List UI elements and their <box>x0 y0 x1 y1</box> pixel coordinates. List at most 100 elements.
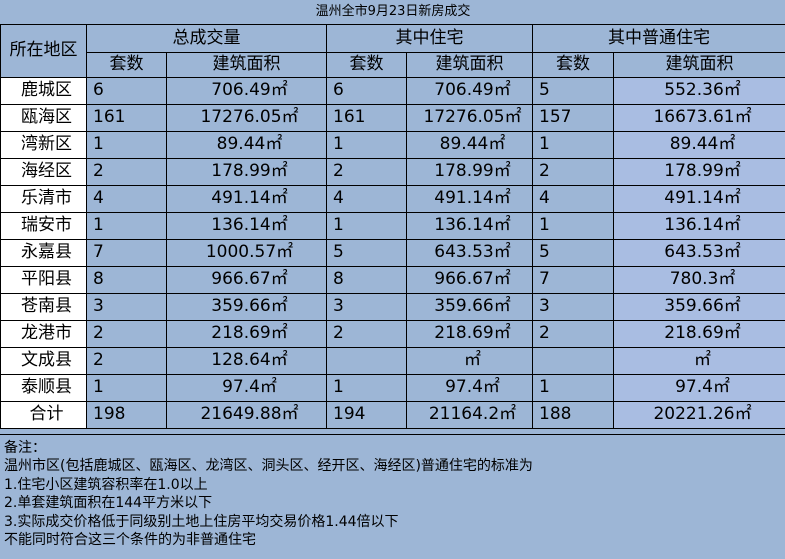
table-row: 合计 198 21649.88㎡ 194 21164.2㎡ 188 20221.26㎡ <box>0 400 785 429</box>
table-row: 瑞安市 1 136.14㎡ 1 136.14㎡ 1 136.14㎡ <box>0 211 785 240</box>
cell-ordinary-count: 7 <box>532 265 614 294</box>
table-row: 永嘉县 7 1000.57㎡ 5 643.53㎡ 5 643.53㎡ <box>0 238 785 267</box>
cell-residential-count <box>326 346 407 375</box>
cell-residential-count: 2 <box>326 157 407 186</box>
header-ordinary-residential: 其中普通住宅 <box>531 23 785 53</box>
cell-residential-count: 1 <box>326 373 407 402</box>
cell-total-count: 1 <box>86 211 167 240</box>
cell-residential-area: 706.49㎡ <box>406 76 533 105</box>
cell-total-area: 491.14㎡ <box>166 184 327 213</box>
cell-area: 乐清市 <box>0 184 87 213</box>
cell-total-count: 8 <box>86 265 167 294</box>
cell-area: 文成县 <box>0 346 87 375</box>
cell-residential-area: 966.67㎡ <box>406 265 533 294</box>
table-row: 湾新区 1 89.44㎡ 1 89.44㎡ 1 89.44㎡ <box>0 130 785 159</box>
cell-area: 龙港市 <box>0 319 87 348</box>
transactions-table: 温州全市9月23日新房成交 所在地区 总成交量 其中住宅 其中普通住宅 套数 建… <box>0 0 785 429</box>
cell-residential-area: 178.99㎡ <box>406 157 533 186</box>
cell-residential-count: 2 <box>326 319 407 348</box>
cell-residential-area: 136.14㎡ <box>406 211 533 240</box>
cell-residential-count: 8 <box>326 265 407 294</box>
cell-ordinary-count: 1 <box>532 130 614 159</box>
table-title: 温州全市9月23日新房成交 <box>0 0 785 25</box>
cell-total-area: 706.49㎡ <box>166 76 327 105</box>
table-row: 泰顺县 1 97.4㎡ 1 97.4㎡ 1 97.4㎡ <box>0 373 785 402</box>
cell-area: 鹿城区 <box>0 76 87 105</box>
cell-ordinary-area: 643.53㎡ <box>612 238 785 267</box>
header-residential: 其中住宅 <box>326 23 533 53</box>
cell-area: 瑞安市 <box>0 211 87 240</box>
cell-area: 海经区 <box>0 157 87 186</box>
cell-ordinary-area: 552.36㎡ <box>612 76 785 105</box>
cell-total-count: 2 <box>86 157 167 186</box>
cell-total-area: 89.44㎡ <box>166 130 327 159</box>
notes-section: 备注： 温州市区(包括鹿城区、瓯海区、龙湾区、洞头区、经开区、海经区)普通住宅的… <box>0 434 785 559</box>
cell-total-area: 21649.88㎡ <box>166 400 327 429</box>
cell-ordinary-area: 359.66㎡ <box>612 292 785 321</box>
cell-area: 湾新区 <box>0 130 87 159</box>
header-total-count: 套数 <box>86 51 167 78</box>
cell-ordinary-count: 5 <box>532 76 614 105</box>
cell-total-count: 4 <box>86 184 167 213</box>
cell-ordinary-area: 491.14㎡ <box>612 184 785 213</box>
cell-ordinary-area: 218.69㎡ <box>612 319 785 348</box>
notes-line: 1.住宅小区建筑容积率在1.0以上 <box>4 476 208 493</box>
cell-residential-area: ㎡ <box>406 346 533 375</box>
table-row: 瓯海区 161 17276.05㎡ 161 17276.05㎡ 157 16673.61㎡ <box>0 103 785 132</box>
table-row: 苍南县 3 359.66㎡ 3 359.66㎡ 3 359.66㎡ <box>0 292 785 321</box>
cell-residential-count: 161 <box>326 103 407 132</box>
cell-total-area: 966.67㎡ <box>166 265 327 294</box>
cell-residential-count: 194 <box>326 400 407 429</box>
cell-total-count: 161 <box>86 103 167 132</box>
header-ordinary-floor-area: 建筑面积 <box>612 51 785 78</box>
cell-total-area: 128.64㎡ <box>166 346 327 375</box>
cell-area: 苍南县 <box>0 292 87 321</box>
cell-residential-count: 6 <box>326 76 407 105</box>
cell-residential-area: 89.44㎡ <box>406 130 533 159</box>
notes-line: 温州市区(包括鹿城区、瓯海区、龙湾区、洞头区、经开区、海经区)普通住宅的标准为 <box>4 458 533 475</box>
cell-area: 平阳县 <box>0 265 87 294</box>
cell-total-count: 198 <box>86 400 167 429</box>
cell-area: 泰顺县 <box>0 373 87 402</box>
cell-residential-count: 1 <box>326 211 407 240</box>
cell-ordinary-count: 3 <box>532 292 614 321</box>
cell-total-count: 1 <box>86 130 167 159</box>
cell-total-area: 97.4㎡ <box>166 373 327 402</box>
cell-area: 合计 <box>0 400 87 429</box>
cell-ordinary-area: 136.14㎡ <box>612 211 785 240</box>
cell-ordinary-area: 97.4㎡ <box>612 373 785 402</box>
cell-total-count: 2 <box>86 319 167 348</box>
notes-line: 2.单套建筑面积在144平方米以下 <box>4 495 213 512</box>
cell-residential-count: 5 <box>326 238 407 267</box>
cell-ordinary-area: 178.99㎡ <box>612 157 785 186</box>
notes-line: 不能同时符合这三个条件的为非普通住宅 <box>4 532 256 549</box>
header-residential-floor-area: 建筑面积 <box>406 51 533 78</box>
header-total-floor-area: 建筑面积 <box>166 51 327 78</box>
cell-ordinary-count: 2 <box>532 319 614 348</box>
cell-residential-count: 4 <box>326 184 407 213</box>
notes-line: 3.实际成交价格低于同级别土地上住房平均交易价格1.44倍以下 <box>4 513 399 530</box>
cell-ordinary-area: ㎡ <box>612 346 785 375</box>
cell-ordinary-count: 2 <box>532 157 614 186</box>
cell-residential-area: 17276.05㎡ <box>406 103 533 132</box>
cell-total-count: 3 <box>86 292 167 321</box>
table-row: 乐清市 4 491.14㎡ 4 491.14㎡ 4 491.14㎡ <box>0 184 785 213</box>
cell-ordinary-area: 20221.26㎡ <box>612 400 785 429</box>
cell-total-count: 2 <box>86 346 167 375</box>
cell-ordinary-count: 1 <box>532 211 614 240</box>
cell-residential-area: 491.14㎡ <box>406 184 533 213</box>
cell-total-area: 136.14㎡ <box>166 211 327 240</box>
header-area: 所在地区 <box>0 23 87 78</box>
table-row: 平阳县 8 966.67㎡ 8 966.67㎡ 7 780.3㎡ <box>0 265 785 294</box>
table-row: 海经区 2 178.99㎡ 2 178.99㎡ 2 178.99㎡ <box>0 157 785 186</box>
cell-ordinary-count: 188 <box>532 400 614 429</box>
cell-area: 瓯海区 <box>0 103 87 132</box>
cell-residential-area: 359.66㎡ <box>406 292 533 321</box>
cell-ordinary-count: 1 <box>532 373 614 402</box>
cell-ordinary-count: 157 <box>532 103 614 132</box>
notes-heading: 备注： <box>4 440 46 456</box>
cell-ordinary-area: 16673.61㎡ <box>612 103 785 132</box>
table-row: 鹿城区 6 706.49㎡ 6 706.49㎡ 5 552.36㎡ <box>0 76 785 105</box>
header-total: 总成交量 <box>86 23 327 53</box>
